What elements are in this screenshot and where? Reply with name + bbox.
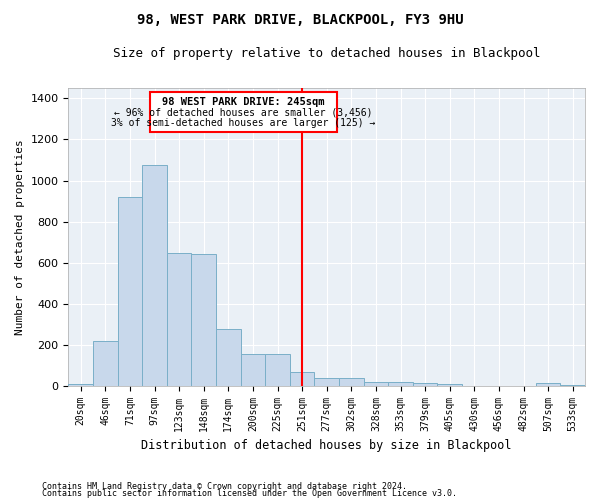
Bar [290,372,314,386]
Bar [364,382,388,386]
Bar [216,328,241,386]
Bar [437,384,462,386]
Text: 98 WEST PARK DRIVE: 245sqm: 98 WEST PARK DRIVE: 245sqm [162,97,325,107]
Bar [560,385,585,386]
Bar [314,378,339,386]
Bar [241,354,265,386]
X-axis label: Distribution of detached houses by size in Blackpool: Distribution of detached houses by size … [142,440,512,452]
Title: Size of property relative to detached houses in Blackpool: Size of property relative to detached ho… [113,48,541,60]
Bar [265,354,290,386]
Bar [93,341,118,386]
Bar [149,92,337,132]
Text: 3% of semi-detached houses are larger (125) →: 3% of semi-detached houses are larger (1… [111,118,375,128]
Y-axis label: Number of detached properties: Number of detached properties [15,139,25,335]
Bar [142,165,167,386]
Text: Contains HM Land Registry data © Crown copyright and database right 2024.: Contains HM Land Registry data © Crown c… [42,482,407,491]
Text: Contains public sector information licensed under the Open Government Licence v3: Contains public sector information licen… [42,490,457,498]
Bar [167,252,191,386]
Bar [118,197,142,386]
Bar [68,384,93,386]
Bar [191,254,216,386]
Text: 98, WEST PARK DRIVE, BLACKPOOL, FY3 9HU: 98, WEST PARK DRIVE, BLACKPOOL, FY3 9HU [137,12,463,26]
Bar [413,383,437,386]
Bar [339,378,364,386]
Bar [388,382,413,386]
Bar [536,383,560,386]
Text: ← 96% of detached houses are smaller (3,456): ← 96% of detached houses are smaller (3,… [114,108,373,118]
